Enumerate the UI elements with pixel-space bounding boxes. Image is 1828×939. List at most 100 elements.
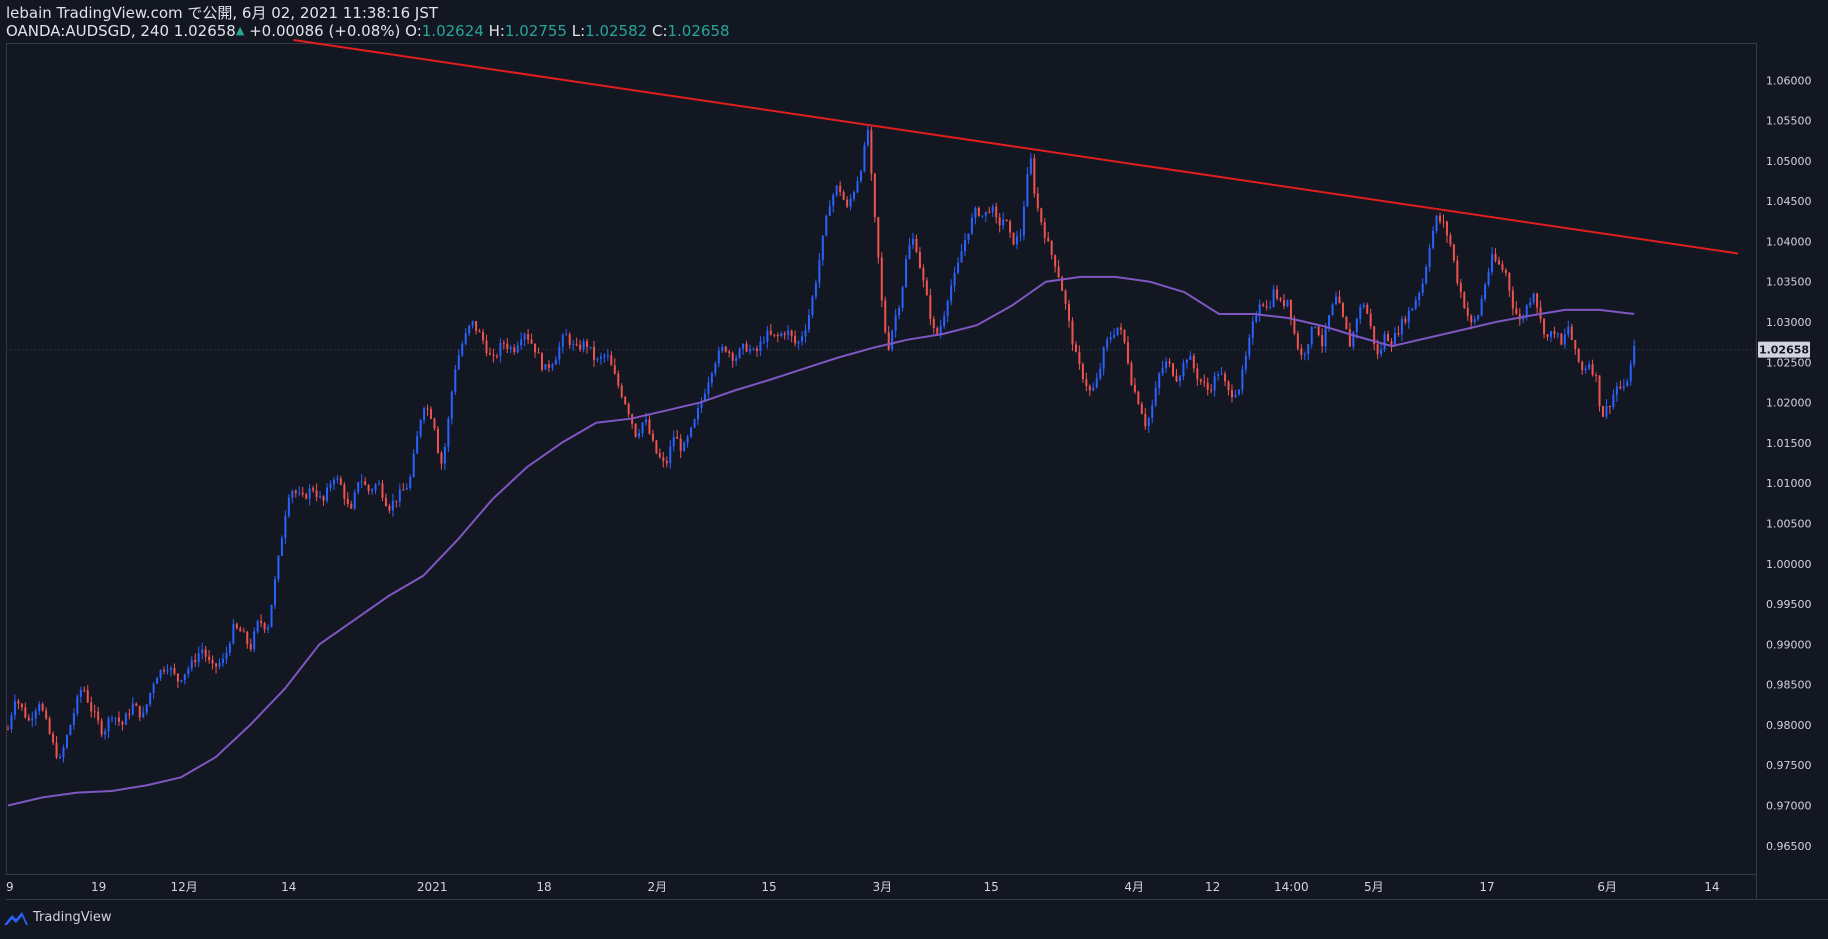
candle-body [565, 334, 568, 336]
moving-average-line[interactable] [7, 275, 1635, 807]
candle-body [249, 643, 252, 650]
candle-body [464, 333, 467, 344]
candle-body [1380, 349, 1383, 355]
candle-body [1296, 333, 1299, 349]
candle-body [1217, 374, 1220, 376]
candle-body [1147, 418, 1150, 427]
candle-body [818, 259, 821, 283]
candle-body [977, 207, 980, 216]
candle-body [215, 663, 218, 667]
candle-body [801, 336, 804, 342]
candle-body [1525, 305, 1528, 317]
candle-body [1265, 306, 1268, 308]
candle-body [905, 258, 908, 287]
candle-body [1282, 300, 1285, 307]
candle-body [138, 705, 141, 718]
candle-body [1335, 296, 1338, 305]
candle-body [169, 668, 172, 670]
candle-body [1081, 364, 1084, 380]
candle-body [981, 215, 984, 217]
symbol-name[interactable]: OANDA:AUDSGD, 240 [6, 22, 170, 40]
candle-body [891, 330, 894, 350]
candle-body [749, 349, 752, 352]
candle-body [835, 185, 838, 195]
tradingview-logo-icon [4, 911, 28, 925]
price-tick-label: 1.05500 [1766, 115, 1812, 128]
candle-body [253, 631, 256, 650]
candle-body [228, 643, 231, 653]
candle-body [672, 436, 675, 447]
time-tick-label: 4月 [1124, 880, 1144, 894]
candle-body [1501, 264, 1504, 270]
candle-body [1341, 303, 1344, 317]
candle-body [145, 704, 148, 713]
time-tick-label: 14:00 [1274, 880, 1309, 894]
candle-body [1477, 315, 1480, 320]
price-tick-label: 1.01000 [1766, 477, 1812, 490]
candle-body [1224, 373, 1227, 382]
candle-body [1303, 353, 1306, 355]
candle-body [554, 359, 557, 365]
price-axis[interactable]: 1.06000 1.05500 1.05000 1.04500 1.04000 1.035… [1766, 74, 1812, 853]
candle-body [527, 334, 530, 340]
candle-body [38, 703, 41, 712]
candle-body [1161, 367, 1164, 374]
candle-body [884, 300, 887, 333]
candle-body [1605, 406, 1608, 417]
high-label: H: [488, 22, 505, 40]
candle-body [1251, 321, 1254, 338]
candle-body [1002, 219, 1005, 226]
candle-body [599, 356, 602, 359]
symbol-legend[interactable]: OANDA:AUDSGD, 240 1.02658▲ +0.00086 (+0.… [6, 22, 1506, 40]
candle-body [287, 497, 290, 516]
candle-body [967, 233, 970, 240]
candle-body [572, 344, 575, 346]
candle-body [1577, 348, 1580, 362]
candle-body [1078, 352, 1081, 365]
candle-body [10, 715, 13, 730]
candle-body [1536, 293, 1539, 308]
candle-body [1026, 173, 1029, 207]
candle-body [381, 483, 384, 498]
candle-body [596, 358, 599, 360]
candle-body [1074, 344, 1077, 353]
chart-header: lebain TradingView.com で公開, 6月 02, 2021 … [6, 4, 1506, 40]
price-tick-label: 1.04000 [1766, 235, 1812, 248]
price-tick-label: 1.00500 [1766, 517, 1812, 530]
candle-body [1248, 337, 1251, 356]
footer-brand[interactable]: TradingView [4, 910, 112, 925]
candle-body [1619, 386, 1622, 389]
trendline[interactable] [293, 38, 1739, 255]
candle-body [1272, 289, 1275, 307]
candle-body [769, 330, 772, 335]
time-axis[interactable]: 9 19 12月 14 2021 18 2月 15 3月 15 4月 12 14:00 5月 17 6月 14 [6, 880, 1720, 894]
candle-body [24, 707, 27, 718]
candle-body [1258, 304, 1261, 316]
candlestick-series[interactable] [7, 124, 1636, 763]
candle-body [1529, 302, 1532, 306]
candle-body [1151, 405, 1154, 419]
candle-body [225, 652, 228, 659]
candle-body [1393, 332, 1396, 347]
candle-body [540, 353, 543, 370]
candle-body [423, 408, 426, 421]
candle-body [239, 628, 242, 632]
candle-body [384, 497, 387, 506]
candle-body [433, 418, 436, 429]
candle-body [804, 329, 807, 337]
candle-body [1355, 318, 1358, 333]
candle-body [426, 408, 429, 410]
candle-body [1452, 244, 1455, 261]
candle-body [620, 385, 623, 397]
time-tick-label: 12月 [170, 880, 197, 894]
candle-body [679, 438, 682, 452]
candle-body [135, 703, 138, 706]
candle-body [1390, 341, 1393, 347]
candle-body [1043, 222, 1046, 238]
candle-body [485, 340, 488, 354]
candle-body [1085, 379, 1088, 387]
candle-body [738, 348, 741, 358]
candle-body [114, 717, 117, 719]
candle-body [260, 620, 263, 624]
